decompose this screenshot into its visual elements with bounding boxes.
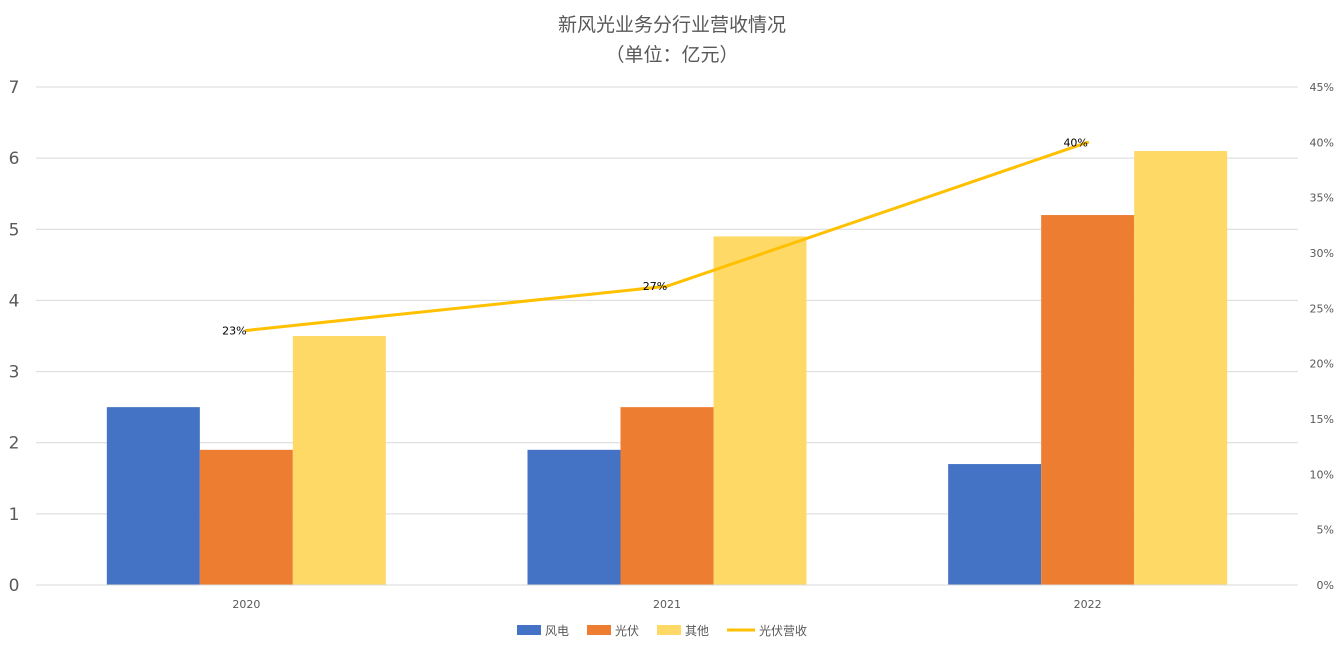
bar-光伏-2022: [1041, 215, 1135, 586]
y-right-tick-label: 20%: [1310, 358, 1334, 371]
legend-swatch: [657, 625, 681, 635]
line-point: [665, 284, 669, 288]
y-right-tick-label: 45%: [1310, 81, 1334, 94]
bar-光伏-2021: [620, 407, 714, 585]
line-data-label: 27%: [643, 280, 667, 293]
line-光伏营收: [246, 140, 1089, 332]
y-left-tick-label: 5: [9, 220, 20, 240]
x-tick-label: 2022: [1074, 598, 1102, 611]
y-left-tick-label: 0: [9, 576, 20, 596]
legend-item-光伏: 光伏: [587, 624, 639, 638]
y-left-tick-label: 7: [9, 78, 20, 98]
y-right-tick-label: 35%: [1310, 192, 1334, 205]
legend: 风电 光伏 其他 光伏营收: [517, 624, 807, 638]
legend-label: 光伏营收: [759, 624, 807, 638]
legend-item-光伏营收: 光伏营收: [727, 624, 807, 638]
y-left-tick-label: 6: [9, 149, 20, 169]
line-series: 23% 27% 40%: [222, 136, 1090, 337]
legend-swatch: [587, 625, 611, 635]
bar-光伏-2020: [199, 449, 293, 585]
legend-label: 其他: [685, 624, 709, 638]
chart-title: 新风光业务分行业营收情况: [558, 14, 786, 36]
y-right-tick-label: 10%: [1310, 468, 1334, 481]
line-data-label: 23%: [222, 324, 246, 337]
bar-其他-2020: [292, 336, 386, 585]
bar-风电-2021: [527, 449, 621, 585]
bar-其他-2022: [1134, 151, 1228, 585]
legend-label: 光伏: [615, 624, 639, 638]
bar-风电-2020: [106, 407, 200, 585]
y-right-tick-label: 15%: [1310, 413, 1334, 426]
y-right-tick-label: 5%: [1317, 524, 1334, 537]
axes: 0 1 2 3 4 5 6 7 0% 5% 10% 15% 20% 25% 30% 35% 40% 45% 2020…: [9, 78, 1334, 611]
bar-风电-2022: [948, 464, 1042, 585]
y-right-tick-label: 25%: [1310, 302, 1334, 315]
chart-subtitle: （单位：亿元）: [605, 44, 738, 66]
legend-item-其他: 其他: [657, 624, 709, 638]
y-right-tick-label: 40%: [1310, 136, 1334, 149]
legend-swatch: [517, 625, 541, 635]
line-point: [1086, 140, 1090, 144]
bars: [106, 151, 1228, 586]
legend-label: 风电: [545, 624, 569, 638]
y-left-tick-label: 4: [9, 291, 20, 311]
y-right-tick-label: 0%: [1317, 579, 1334, 592]
y-left-tick-label: 1: [9, 505, 20, 525]
legend-item-风电: 风电: [517, 624, 569, 638]
x-tick-label: 2020: [232, 598, 260, 611]
line-data-label: 40%: [1063, 136, 1087, 149]
y-left-tick-label: 2: [9, 434, 20, 454]
y-right-tick-label: 30%: [1310, 247, 1334, 260]
line-point: [244, 328, 248, 332]
y-left-tick-label: 3: [9, 363, 20, 383]
x-tick-label: 2021: [653, 598, 681, 611]
bar-其他-2021: [713, 236, 807, 585]
